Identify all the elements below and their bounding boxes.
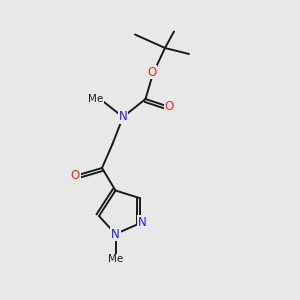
Text: O: O [165,100,174,113]
Text: Me: Me [88,94,104,104]
Text: O: O [70,169,80,182]
Text: N: N [111,227,120,241]
Text: N: N [137,215,146,229]
Text: O: O [147,65,156,79]
Text: N: N [118,110,127,124]
Text: Me: Me [108,254,123,265]
